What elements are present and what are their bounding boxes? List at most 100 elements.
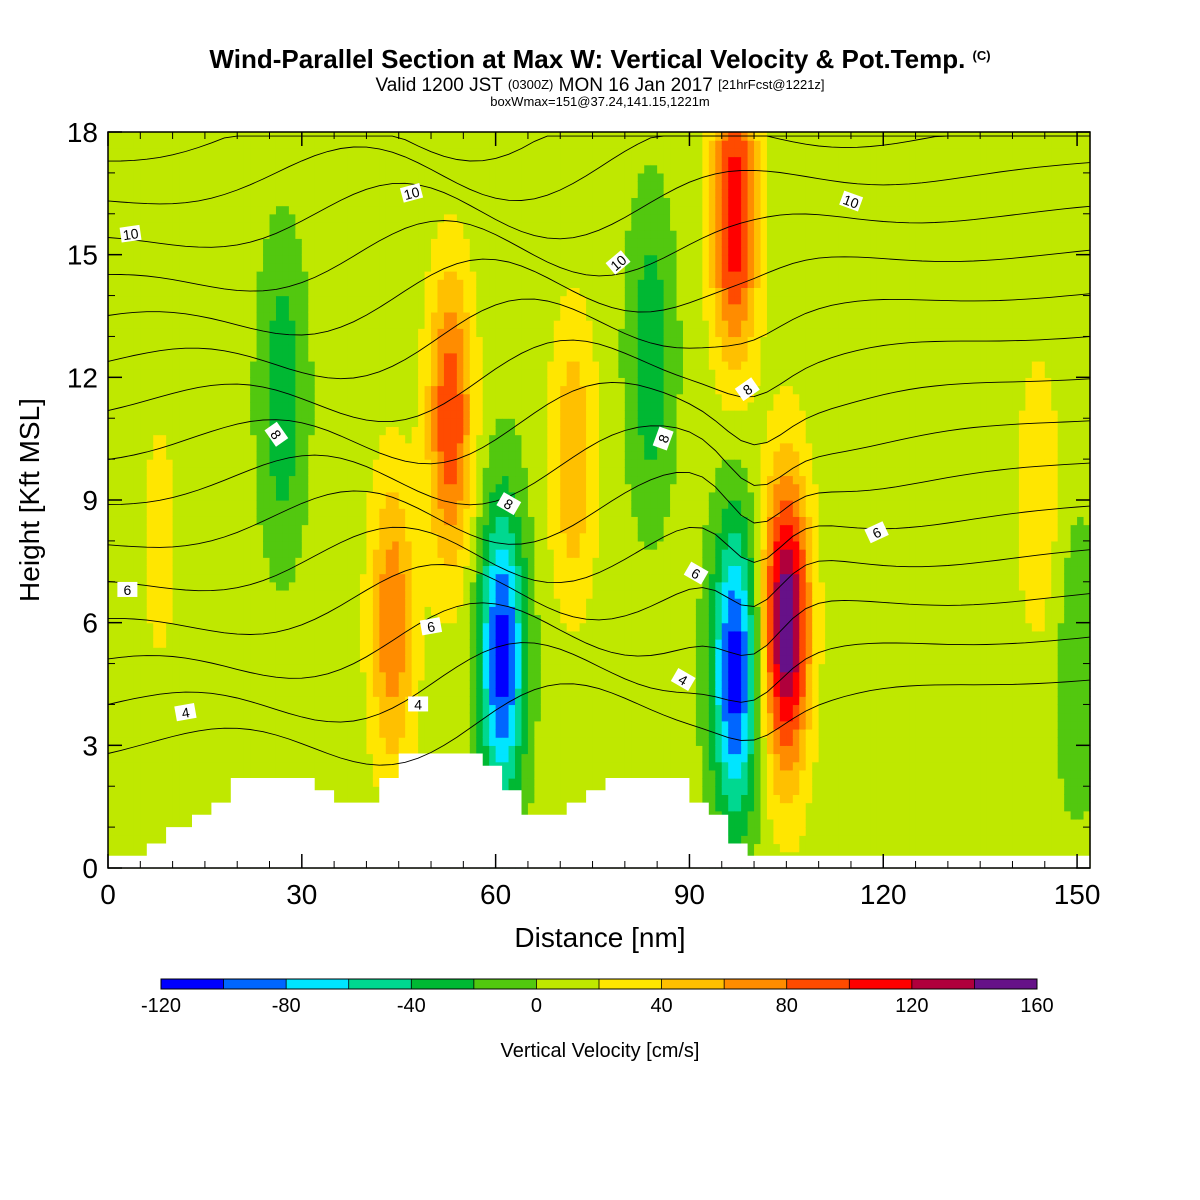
w-cell bbox=[372, 344, 380, 354]
w-cell bbox=[140, 393, 148, 403]
w-cell bbox=[114, 164, 122, 174]
w-cell bbox=[288, 769, 296, 779]
w-cell bbox=[263, 565, 271, 575]
w-cell bbox=[120, 467, 128, 477]
w-cell bbox=[250, 442, 258, 452]
w-cell bbox=[269, 393, 277, 403]
w-cell bbox=[418, 254, 426, 264]
w-cell bbox=[275, 573, 284, 583]
w-cell bbox=[347, 549, 355, 558]
w-cell bbox=[379, 761, 387, 771]
w-cell bbox=[437, 311, 445, 321]
w-cell bbox=[353, 483, 361, 493]
w-cell bbox=[275, 328, 284, 338]
w-cell bbox=[295, 745, 303, 755]
w-cell bbox=[133, 516, 141, 526]
w-cell bbox=[340, 745, 348, 755]
w-cell bbox=[437, 205, 445, 215]
w-cell bbox=[166, 500, 174, 509]
w-cell bbox=[282, 769, 290, 779]
w-cell bbox=[159, 320, 167, 329]
w-cell bbox=[127, 352, 135, 362]
w-cell bbox=[230, 205, 238, 215]
w-cell bbox=[359, 508, 368, 517]
w-cell bbox=[179, 459, 187, 468]
w-cell bbox=[179, 549, 187, 558]
w-cell bbox=[392, 589, 400, 599]
w-cell bbox=[443, 181, 452, 190]
w-cell bbox=[301, 156, 309, 166]
w-cell bbox=[295, 598, 303, 607]
w-cell bbox=[198, 418, 206, 427]
w-cell bbox=[108, 524, 116, 534]
w-cell bbox=[372, 279, 380, 288]
w-cell bbox=[185, 778, 193, 787]
w-cell bbox=[424, 532, 432, 542]
w-cell bbox=[146, 303, 154, 313]
w-cell bbox=[243, 688, 251, 697]
w-cell bbox=[230, 140, 238, 149]
w-cell bbox=[353, 197, 361, 207]
w-cell bbox=[275, 279, 284, 288]
w-cell bbox=[431, 540, 439, 550]
w-cell bbox=[450, 418, 458, 427]
w-cell bbox=[334, 287, 342, 297]
w-cell bbox=[405, 336, 413, 346]
w-cell bbox=[359, 712, 368, 722]
w-cell bbox=[327, 549, 335, 558]
w-cell bbox=[120, 565, 128, 575]
w-cell bbox=[398, 132, 406, 141]
w-cell bbox=[301, 393, 309, 403]
w-cell bbox=[398, 360, 406, 370]
w-cell bbox=[217, 181, 225, 190]
w-cell bbox=[347, 148, 355, 158]
w-cell bbox=[172, 279, 180, 288]
w-cell bbox=[353, 745, 361, 755]
w-cell bbox=[108, 704, 116, 714]
w-cell bbox=[411, 197, 419, 207]
w-cell bbox=[347, 745, 355, 755]
w-cell bbox=[204, 467, 212, 477]
w-cell bbox=[431, 737, 439, 746]
w-cell bbox=[191, 581, 200, 591]
w-cell bbox=[243, 271, 251, 280]
w-cell bbox=[256, 516, 264, 526]
w-cell bbox=[211, 671, 219, 681]
w-cell bbox=[334, 205, 342, 215]
w-cell bbox=[353, 549, 361, 558]
w-cell bbox=[314, 655, 322, 665]
w-cell bbox=[153, 818, 161, 828]
w-cell bbox=[334, 565, 342, 575]
w-cell bbox=[321, 704, 329, 714]
w-cell bbox=[243, 540, 251, 550]
w-cell bbox=[288, 197, 296, 207]
w-cell bbox=[450, 140, 458, 149]
w-cell bbox=[372, 794, 380, 804]
w-cell bbox=[191, 262, 200, 272]
w-cell bbox=[179, 778, 187, 787]
w-cell bbox=[379, 230, 387, 239]
w-cell bbox=[288, 500, 296, 509]
w-cell bbox=[172, 786, 180, 795]
w-cell bbox=[359, 442, 368, 452]
w-cell bbox=[217, 238, 225, 248]
w-cell bbox=[179, 246, 187, 256]
w-cell bbox=[398, 410, 406, 419]
w-cell bbox=[288, 377, 296, 387]
w-cell bbox=[191, 238, 200, 248]
w-cell bbox=[179, 606, 187, 616]
w-cell bbox=[185, 205, 193, 215]
w-cell bbox=[288, 320, 296, 329]
w-cell bbox=[411, 418, 419, 427]
w-cell bbox=[314, 344, 322, 354]
w-cell bbox=[353, 295, 361, 305]
w-cell bbox=[379, 287, 387, 297]
w-cell bbox=[243, 221, 251, 231]
w-cell bbox=[204, 271, 212, 280]
w-cell bbox=[217, 360, 225, 370]
w-cell bbox=[334, 589, 342, 599]
w-cell bbox=[340, 279, 348, 288]
w-cell bbox=[127, 532, 135, 542]
w-cell bbox=[198, 426, 206, 436]
w-cell bbox=[159, 540, 167, 550]
